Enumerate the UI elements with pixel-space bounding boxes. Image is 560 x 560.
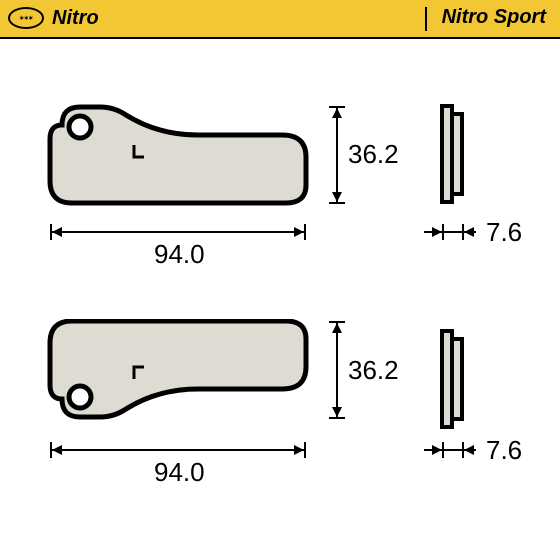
width-label-2: 94.0 [154,457,205,488]
product-name: Nitro Sport [442,6,546,28]
thick-label-2: 7.6 [486,435,522,466]
brake-pad-top [38,91,318,206]
thick-dim-1 [442,231,464,233]
brand-logo: ✶✶✶ [8,7,44,29]
profile-front [452,339,462,419]
height-dim-2 [336,321,338,419]
brand-name: Nitro [52,7,99,30]
profile-front [452,114,462,194]
pad-group-1 [38,91,318,206]
width-dim-2 [50,449,306,451]
height-label-1: 36.2 [348,139,399,170]
brand-block: ✶✶✶ Nitro [8,7,99,30]
mounting-hole-icon [69,386,91,408]
product-block: Nitro Sport [425,6,546,31]
thick-label-1: 7.6 [486,217,522,248]
height-label-2: 36.2 [348,355,399,386]
side-profile-2 [440,329,466,444]
side-profile-1 [440,104,466,219]
separator [425,7,427,31]
mounting-hole-icon [69,116,91,138]
pad-group-2 [38,319,318,434]
height-dim-1 [336,106,338,204]
brake-pad-bottom [38,319,318,434]
diagram-area: 36.2 94.0 7.6 36.2 94.0 [0,39,560,549]
thick-dim-2 [442,449,464,451]
width-dim-1 [50,231,306,233]
width-label-1: 94.0 [154,239,205,270]
header-bar: ✶✶✶ Nitro Nitro Sport [0,0,560,39]
